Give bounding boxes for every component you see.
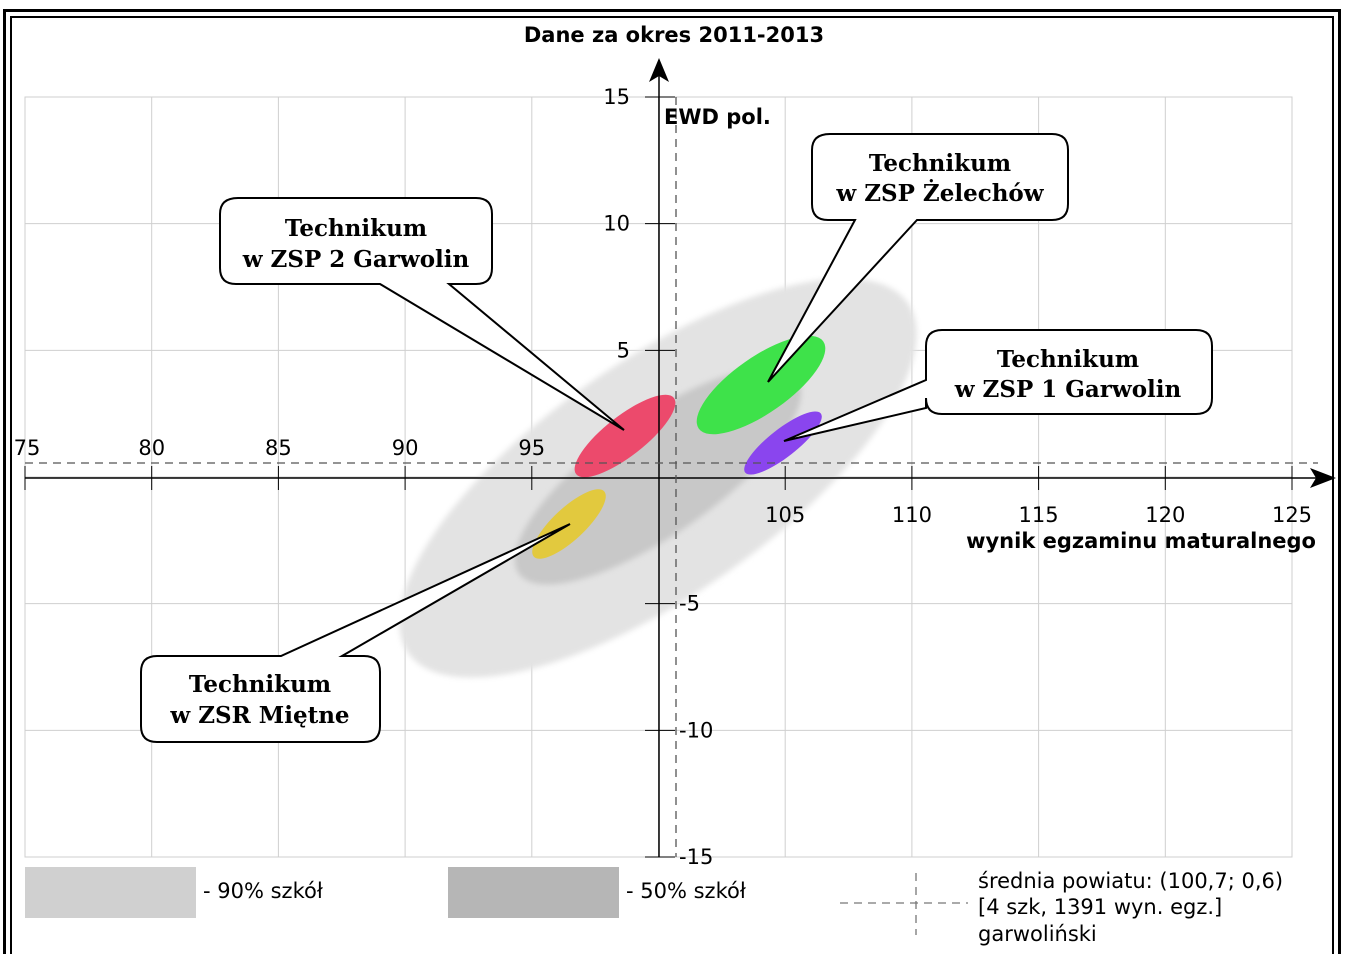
y-tick-label: 15 <box>603 85 630 109</box>
y-axis-arrow-icon <box>649 58 669 82</box>
legend-90-label: - 90% szkół <box>203 879 323 903</box>
callout-zsr-mietne: Technikum w ZSR Miętne <box>140 523 571 743</box>
callout-zsp1-garwolin: Technikum w ZSP 1 Garwolin <box>783 329 1213 442</box>
outer-frame <box>3 9 1341 954</box>
inner-frame <box>10 16 1334 954</box>
x-tick-label: 80 <box>138 436 165 460</box>
x-tick-label: 110 <box>892 503 932 527</box>
school-zsp1-garwolin-ellipse <box>744 411 822 475</box>
x-tick-label: 120 <box>1145 503 1185 527</box>
legend-average-line2: [4 szk, 1391 wyn. egz.] <box>978 895 1222 919</box>
callout-line2: w ZSR Miętne <box>169 702 349 729</box>
callout-line1: Technikum <box>285 215 427 242</box>
legend-average-line3: garwoliński <box>978 922 1097 946</box>
callout-line1: Technikum <box>189 671 331 698</box>
callout-zsp2-garwolin: Technikum w ZSP 2 Garwolin <box>219 197 625 431</box>
legend-50-label: - 50% szkół <box>626 879 746 903</box>
callout-line2: w ZSP Żelechów <box>835 179 1044 207</box>
x-axis-title: wynik egzaminu maturalnego <box>966 529 1316 553</box>
y-ticks: 15 10 5 -5 -10 -15 <box>603 85 713 869</box>
y-tick-label: -10 <box>679 718 713 742</box>
x-ticks: 75 80 85 90 95 105 110 115 120 125 <box>14 436 1312 527</box>
y-tick-label: 10 <box>603 212 630 236</box>
callout-bubble <box>767 133 1069 383</box>
x-tick-label: 115 <box>1019 503 1059 527</box>
callout-bubble <box>219 197 625 431</box>
x-tick-label: 95 <box>518 436 545 460</box>
x-axis-arrow-icon <box>1310 468 1336 488</box>
callout-line1: Technikum <box>869 150 1011 177</box>
callout-line2: w ZSP 2 Garwolin <box>242 246 470 273</box>
callout-zsp-zelechow: Technikum w ZSP Żelechów <box>767 133 1069 383</box>
legend-50-swatch <box>448 867 619 918</box>
school-zsp2-garwolin-ellipse <box>574 394 676 478</box>
legend-90-swatch <box>25 867 196 918</box>
legend-average-line1: średnia powiatu: (100,7; 0,6) <box>978 869 1283 893</box>
y-tick-label: -15 <box>679 845 713 869</box>
x-tick-label: 75 <box>14 436 41 460</box>
callout-line1: Technikum <box>997 346 1139 373</box>
x-tick-label: 125 <box>1272 503 1312 527</box>
chart-title: Dane za okres 2011-2013 <box>524 23 824 47</box>
x-tick-label: 90 <box>392 436 419 460</box>
callout-line2: w ZSP 1 Garwolin <box>954 376 1182 403</box>
y-tick-label: -5 <box>679 592 700 616</box>
x-tick-label: 85 <box>265 436 292 460</box>
x-tick-label: 105 <box>765 503 805 527</box>
y-tick-label: 5 <box>617 338 630 362</box>
callout-bubble <box>783 329 1213 442</box>
callout-bubble <box>140 523 571 743</box>
y-axis-title: EWD pol. <box>664 105 771 129</box>
school-zsp-zelechow-ellipse <box>696 335 826 435</box>
